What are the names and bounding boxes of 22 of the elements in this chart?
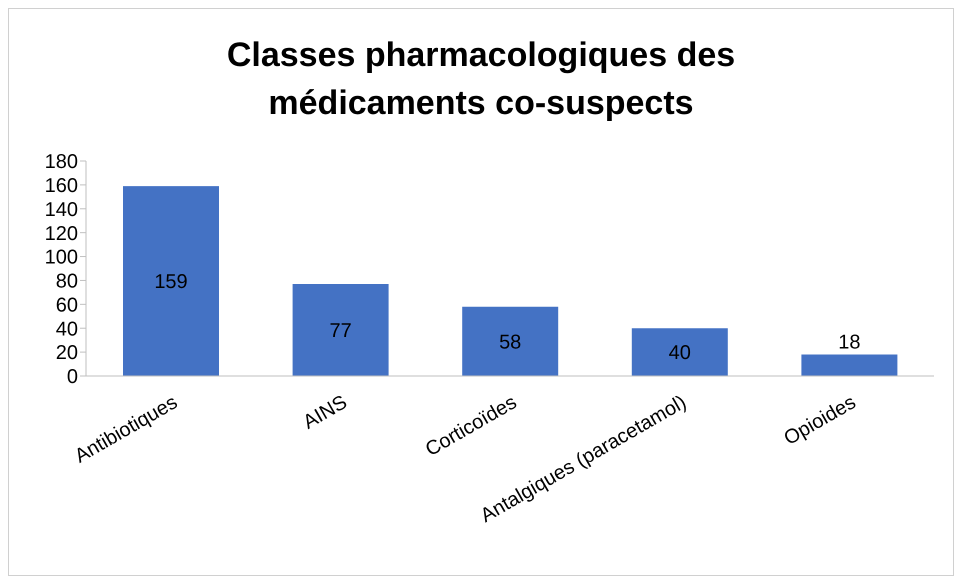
x-tick-label: AINS	[299, 391, 351, 434]
bar	[801, 354, 898, 376]
bar	[123, 186, 219, 376]
data-label: 77	[329, 320, 352, 342]
y-tick-label: 40	[56, 318, 78, 340]
data-label: 18	[838, 332, 861, 354]
y-tick-label: 0	[66, 366, 78, 388]
data-label: 40	[668, 342, 691, 364]
y-tick-label: 140	[44, 198, 78, 221]
y-tick-label: 100	[44, 246, 78, 269]
bar	[632, 328, 728, 376]
y-tick-label: 160	[44, 174, 78, 197]
y-tick-label: 20	[56, 342, 78, 364]
data-label: 58	[499, 331, 522, 354]
chart-title: Classes pharmacologiques des médicaments co-suspects	[226, 35, 736, 124]
y-tick-label: 180	[44, 151, 78, 174]
y-tick-label: 60	[56, 294, 78, 316]
bar	[462, 306, 558, 376]
y-tick-label: 80	[56, 270, 78, 293]
data-label: 159	[154, 271, 188, 294]
bar	[292, 284, 389, 376]
y-tick-label: 120	[44, 222, 78, 245]
